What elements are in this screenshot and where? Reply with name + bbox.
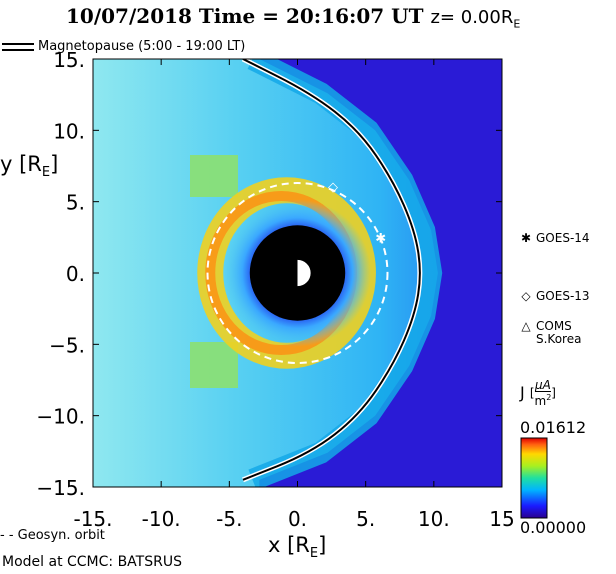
y-tick-label: −15. <box>36 476 85 500</box>
title-date: 10/07/2018 <box>66 4 192 28</box>
colorbar-unit-num: μA <box>534 378 552 392</box>
y-tick-label: 10. <box>53 119 85 143</box>
title-z-text: z= 0.00R <box>430 7 514 28</box>
goes14-marker-icon: ✱ <box>520 231 532 245</box>
x-tick-label: -10. <box>142 507 181 531</box>
title-time: Time = 20:16:07 UT <box>198 4 424 28</box>
goes14-label: GOES-14 <box>536 231 590 245</box>
x-tick-label: -15. <box>73 507 112 531</box>
earth-night-side <box>283 259 298 287</box>
upper-patch <box>190 155 238 197</box>
satellite-marker-1: ◇ <box>328 180 338 195</box>
colorbar-min-label: 0.00000 <box>520 518 587 537</box>
magnetopause-curve-outline <box>242 59 421 481</box>
goes13-marker-icon: ◇ <box>521 289 531 303</box>
geosync-legend: - - Geosyn. orbit <box>0 528 105 543</box>
colorbar-max-label: 0.01612 <box>520 418 587 437</box>
x-tick-label: 5. <box>356 507 375 531</box>
y-axis-label: y [RE] <box>0 152 59 181</box>
colorbar-unit-den: m <box>534 394 547 408</box>
colorbar-unit: [μA m2] <box>529 378 556 408</box>
x-axis: -15. -10. -5. 0. 5. 10. 15 <box>73 59 515 531</box>
magnetopause-legend-swatch <box>2 42 34 51</box>
x-tick-label: 10. <box>418 507 450 531</box>
model-label: Model at CCMC: BATSRUS <box>2 554 182 570</box>
satellite-legend-coms: △ COMS S.Korea <box>516 320 581 346</box>
y-axis: 15. 10. 5. 0. −5. −10. −15. <box>36 48 502 500</box>
solar-wind-region <box>259 59 502 487</box>
chart-title: 10/07/2018 Time = 20:16:07 UT z= 0.00RE <box>66 4 520 31</box>
satellite-marker-0: ✱ <box>375 231 386 246</box>
satellite-legend-goes14: ✱ GOES-14 <box>516 232 590 245</box>
geosync-orbit <box>206 182 389 364</box>
x-tick-label: 15 <box>489 507 514 531</box>
y-tick-label: −5. <box>49 333 85 357</box>
magnetopause-legend: Magnetopause (5:00 - 19:00 LT) <box>2 39 245 54</box>
goes13-label: GOES-13 <box>536 289 590 303</box>
magnetopause-legend-text: Magnetopause (5:00 - 19:00 LT) <box>38 39 246 54</box>
colorbar-unit-sup: 2 <box>546 393 552 402</box>
y-tick-label: −10. <box>36 405 85 429</box>
satellite-markers: ✱◇ <box>328 180 386 246</box>
magnetosheath-band <box>247 59 443 487</box>
colorbar-quantity: J <box>520 383 525 402</box>
y-tick-label: 5. <box>66 191 85 215</box>
coms-marker-icon: △ <box>521 319 531 333</box>
y-tick-label: 0. <box>66 262 85 286</box>
earth-symbol <box>283 258 312 288</box>
colorbar <box>520 437 548 519</box>
colorbar-label: J [μA m2] <box>520 378 556 408</box>
x-tick-label: -5. <box>216 507 242 531</box>
title-z: z= 0.00RE <box>430 7 521 31</box>
lower-patch <box>190 342 238 388</box>
x-axis-label: x [RE] <box>268 533 327 562</box>
title-z-sub: E <box>513 17 521 31</box>
x-tick-label: 0. <box>288 507 307 531</box>
coms-label: COMS S.Korea <box>536 319 582 346</box>
heatmap-field: ✱◇ <box>93 59 502 487</box>
y-tick-label: 15. <box>53 48 85 72</box>
satellite-legend-goes13: ◇ GOES-13 <box>516 289 590 303</box>
